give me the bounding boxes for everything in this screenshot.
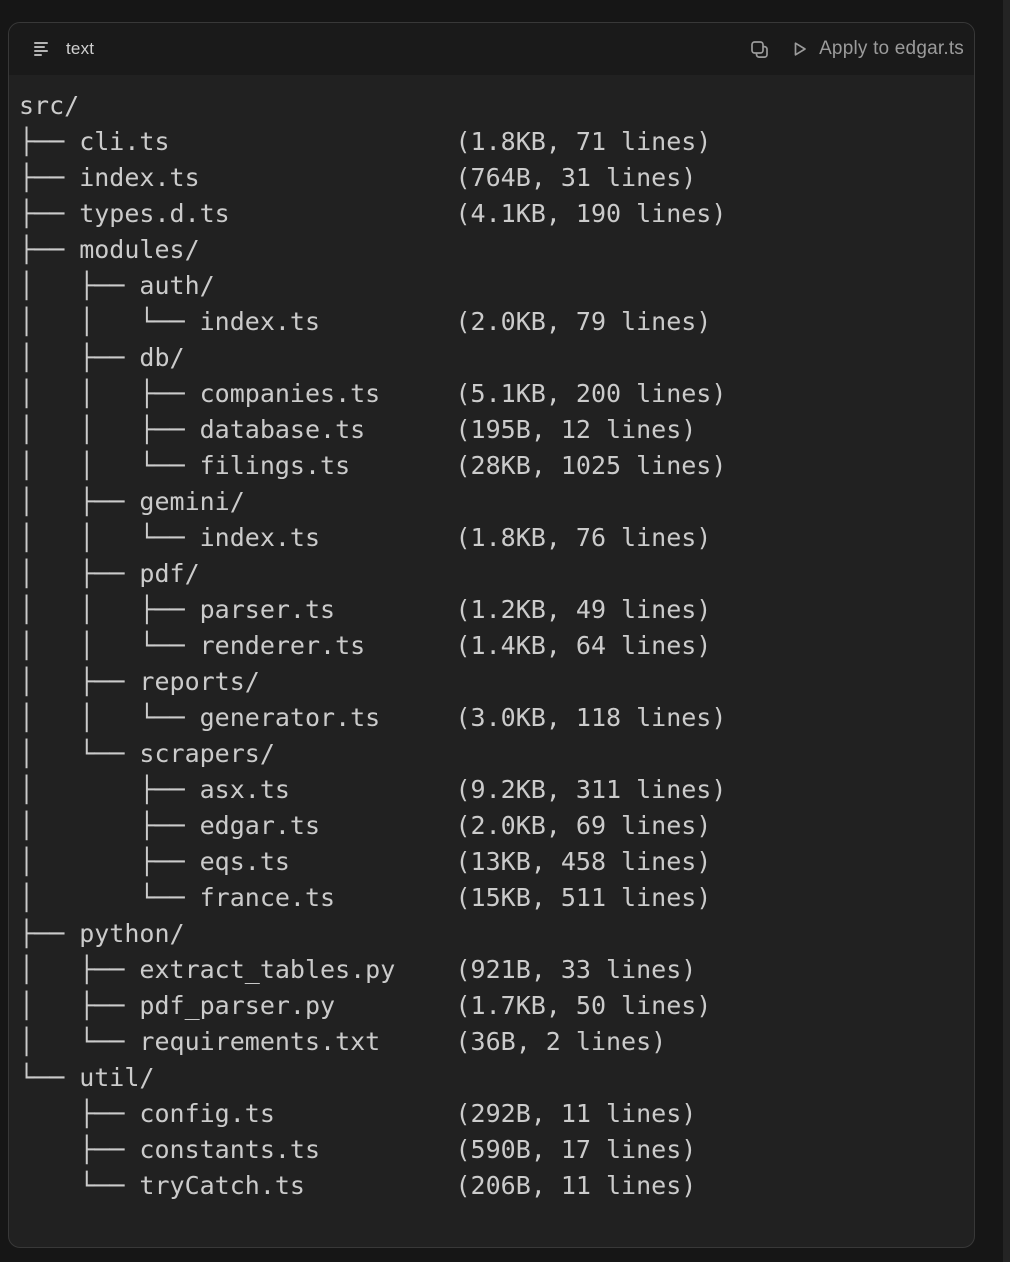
tree-line: │ ├── extract_tables.py (921B, 33 lines) — [19, 955, 697, 984]
text-lines-icon — [34, 42, 50, 56]
tree-line: │ ├── db/ — [19, 343, 185, 372]
apply-button[interactable]: Apply to edgar.ts — [792, 38, 964, 60]
tree-line: │ ├── pdf/ — [19, 559, 200, 588]
tree-line: │ ├── gemini/ — [19, 487, 245, 516]
tree-line: │ │ └── generator.ts (3.0KB, 118 lines) — [19, 703, 727, 732]
tree-line: │ └── scrapers/ — [19, 739, 275, 768]
play-icon — [794, 42, 806, 56]
code-block-header-actions: Apply to edgar.ts — [750, 38, 964, 60]
file-tree: src/ ├── cli.ts (1.8KB, 71 lines) ├── inde… — [19, 88, 974, 1204]
tree-line: │ │ ├── parser.ts (1.2KB, 49 lines) — [19, 595, 712, 624]
tree-line: ├── constants.ts (590B, 17 lines) — [19, 1135, 697, 1164]
copy-button[interactable] — [750, 40, 769, 59]
tree-line: │ │ └── renderer.ts (1.4KB, 64 lines) — [19, 631, 712, 660]
copy-icon — [751, 40, 768, 58]
tree-line: └── util/ — [19, 1063, 155, 1092]
tree-line: │ │ └── filings.ts (28KB, 1025 lines) — [19, 451, 727, 480]
tree-line: ├── types.d.ts (4.1KB, 190 lines) — [19, 199, 727, 228]
tree-line: src/ — [19, 91, 80, 120]
tree-line: ├── python/ — [19, 919, 185, 948]
tree-line: └── tryCatch.ts (206B, 11 lines) — [19, 1171, 697, 1200]
code-block-header-left: text — [34, 39, 94, 59]
tree-line: │ │ ├── database.ts (195B, 12 lines) — [19, 415, 697, 444]
code-block: text Apply to edgar.ts src/├── cl — [8, 22, 975, 1248]
tree-line: │ ├── auth/ — [19, 271, 215, 300]
tree-line: │ ├── pdf_parser.py (1.7KB, 50 lines) — [19, 991, 712, 1020]
tree-line: │ └── requirements.txt (36B, 2 lines) — [19, 1027, 667, 1056]
tree-line: │ └── france.ts (15KB, 511 lines) — [19, 883, 712, 912]
tree-line: ├── modules/ — [19, 235, 200, 264]
tree-line: │ │ └── index.ts (1.8KB, 76 lines) — [19, 523, 712, 552]
tree-line: ├── cli.ts (1.8KB, 71 lines) — [19, 127, 712, 156]
tree-line: │ ├── edgar.ts (2.0KB, 69 lines) — [19, 811, 712, 840]
tree-line: │ ├── eqs.ts (13KB, 458 lines) — [19, 847, 712, 876]
tree-line: │ ├── reports/ — [19, 667, 260, 696]
code-block-header: text Apply to edgar.ts — [9, 23, 974, 75]
tree-line: │ │ ├── companies.ts (5.1KB, 200 lines) — [19, 379, 727, 408]
language-label: text — [66, 39, 95, 58]
tree-line: ├── index.ts (764B, 31 lines) — [19, 163, 697, 192]
apply-button-label: Apply to edgar.ts — [819, 38, 964, 59]
scrollbar[interactable] — [1003, 0, 1010, 1262]
tree-line: │ ├── asx.ts (9.2KB, 311 lines) — [19, 775, 727, 804]
code-block-body: src/ ├── cli.ts (1.8KB, 71 lines) ├── inde… — [9, 75, 974, 1204]
tree-line: ├── config.ts (292B, 11 lines) — [19, 1099, 697, 1128]
tree-line: │ │ └── index.ts (2.0KB, 79 lines) — [19, 307, 712, 336]
